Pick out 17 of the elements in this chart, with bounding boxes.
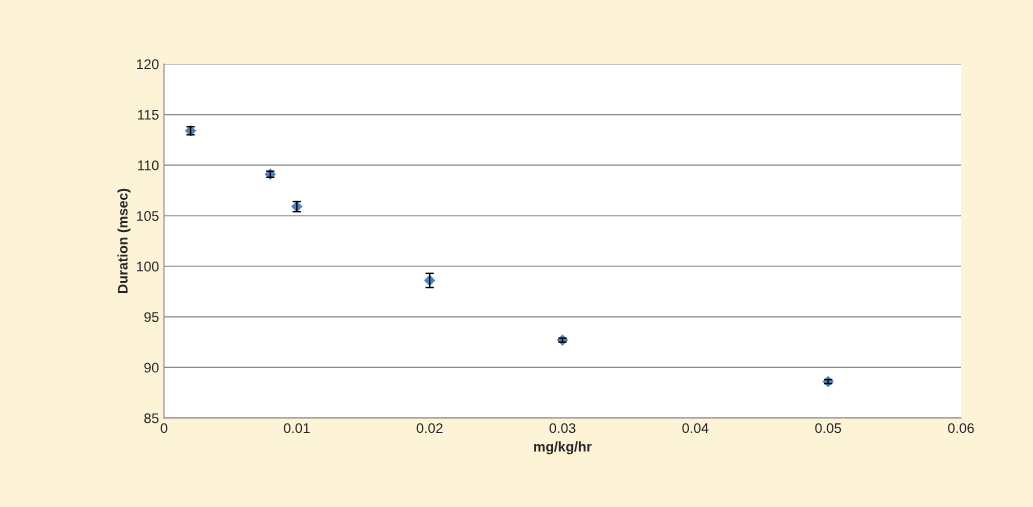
y-tick-label: 120: [137, 59, 159, 70]
y-tick-label: 85: [144, 413, 159, 424]
y-tick-label: 115: [138, 110, 159, 120]
x-tick-label: 0.03: [549, 423, 576, 434]
x-tick-label: 0.04: [682, 423, 709, 434]
y-tick-label: 105: [137, 211, 159, 221]
x-tick-label: 0.06: [948, 423, 974, 434]
y-axis-title: Duration (msec): [117, 188, 131, 293]
y-tick-label: 110: [138, 160, 159, 171]
y-tick-label: 90: [144, 362, 159, 373]
x-tick-label: 0.01: [283, 423, 310, 434]
x-tick-label: 0.05: [815, 423, 842, 434]
y-tick-label: 100: [137, 261, 159, 272]
x-axis-title: mg/kg/hr: [534, 441, 592, 455]
y-tick-label: 95: [144, 312, 159, 323]
x-tick-label: 0.02: [416, 423, 443, 434]
x-tick-label: 0: [160, 423, 168, 434]
